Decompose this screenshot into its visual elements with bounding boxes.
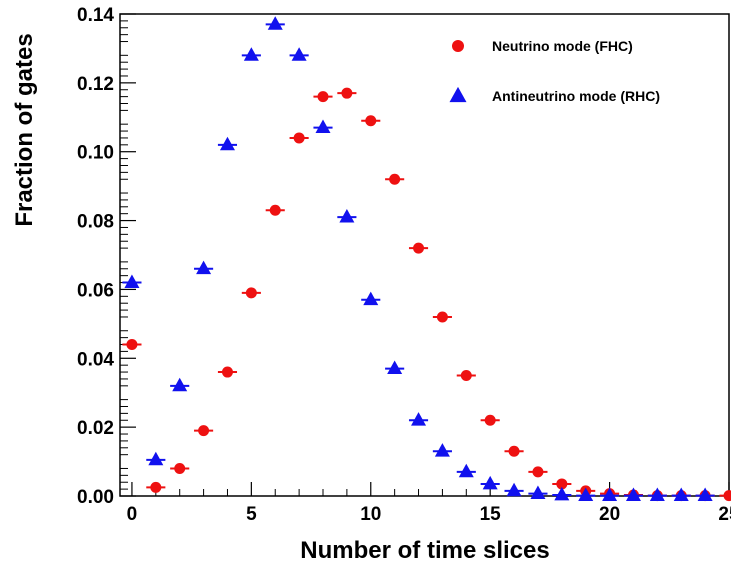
y-tick-label: 0.10 [77, 143, 114, 164]
data-point [673, 487, 689, 502]
plot-frame [119, 13, 730, 497]
x-axis-title: Number of time slices [300, 537, 549, 564]
data-point [198, 425, 210, 437]
data-point [482, 475, 498, 490]
legend-marker [452, 40, 464, 52]
data-point [172, 377, 188, 392]
plot-area [122, 16, 731, 502]
legend-marker [449, 86, 467, 103]
data-point [411, 412, 427, 426]
y-tick-label: 0.12 [77, 74, 114, 95]
data-point [221, 366, 233, 378]
data-point [291, 47, 307, 61]
data-point [387, 360, 403, 375]
data-point [578, 487, 594, 502]
data-point [196, 260, 212, 275]
x-tick-label: 25 [718, 504, 731, 525]
data-point [363, 291, 379, 306]
y-tick-label: 0.00 [77, 487, 114, 508]
data-point [174, 462, 186, 474]
data-point [554, 486, 570, 501]
data-point [530, 485, 546, 499]
data-point [413, 242, 425, 254]
x-tick-label: 20 [599, 504, 620, 525]
data-point [293, 132, 305, 144]
legend-entry: Neutrino mode (FHC) [452, 38, 633, 54]
data-point [649, 487, 665, 502]
x-tick-label: 0 [127, 504, 138, 525]
data-point [625, 487, 641, 502]
axes: 0 5 10 15 20 25 0.00 0.02 0.04 0.06 0.08 0.10 0.12 0.… [77, 5, 731, 525]
data-point [532, 466, 544, 478]
x-tick-label: 15 [480, 504, 502, 525]
y-tick-label: 0.14 [77, 5, 114, 26]
data-point [436, 311, 448, 323]
y-tick-label: 0.04 [77, 349, 114, 370]
data-point [506, 482, 522, 497]
legend-entry: Antineutrino mode (RHC) [449, 86, 660, 104]
data-point [602, 487, 618, 502]
data-point [556, 478, 568, 490]
y-tick-label: 0.08 [77, 212, 114, 233]
x-tick-label: 5 [246, 504, 257, 525]
data-point [434, 443, 450, 457]
legend: Neutrino mode (FHC) Antineutrino mode (RH… [449, 38, 660, 104]
data-point [458, 463, 474, 478]
series-rhc [122, 16, 715, 502]
data-point [315, 119, 331, 134]
data-point [124, 274, 140, 288]
data-point [245, 287, 257, 299]
data-point [150, 481, 162, 493]
data-point [219, 136, 235, 151]
y-tick-label: 0.06 [77, 280, 114, 301]
data-point [508, 445, 520, 457]
data-point [697, 487, 713, 502]
y-axis-title: Fraction of gates [11, 33, 38, 226]
legend-label: Antineutrino mode (RHC) [492, 88, 660, 104]
data-point [389, 173, 401, 185]
data-point [723, 490, 731, 502]
legend-label: Neutrino mode (FHC) [492, 38, 633, 54]
data-point [317, 91, 329, 103]
data-point [243, 47, 259, 61]
data-point [126, 339, 138, 351]
data-point [339, 209, 355, 223]
data-point [148, 451, 164, 466]
series-fhc [122, 87, 731, 502]
data-point [267, 16, 283, 30]
data-point [341, 87, 353, 99]
data-point [269, 204, 281, 216]
data-point [365, 115, 377, 127]
y-tick-label: 0.02 [77, 418, 114, 439]
data-point [484, 414, 496, 426]
x-tick-label: 10 [360, 504, 381, 525]
data-point [460, 370, 472, 381]
